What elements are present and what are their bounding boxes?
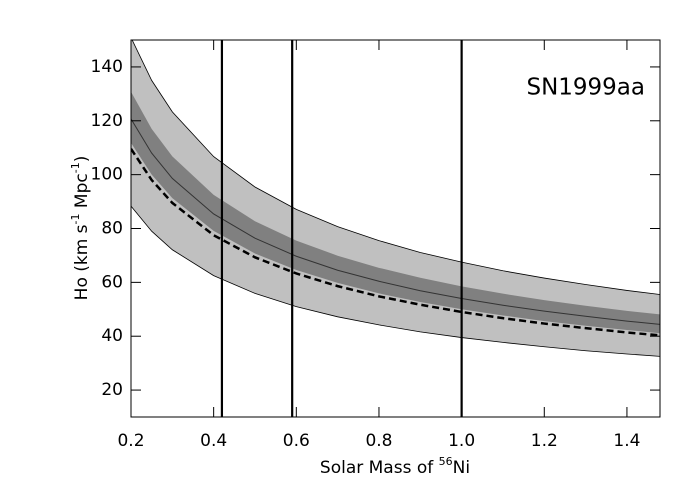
- label-text: Ho (km s: [72, 224, 92, 300]
- y-tick-label: 60: [101, 272, 123, 292]
- y-tick-label: 40: [101, 326, 123, 346]
- label-text: Mpc: [72, 173, 92, 213]
- y-tick-label: 20: [101, 380, 123, 400]
- x-tick-label: 0.8: [365, 431, 392, 451]
- y-axis-label: Ho (km s-1 Mpc-1): [69, 156, 93, 301]
- x-tick-label: 0.2: [117, 431, 144, 451]
- label-text: ): [72, 156, 92, 163]
- x-tick-label: 0.6: [283, 431, 310, 451]
- y-tick-label: 140: [91, 57, 123, 77]
- plot-area: [131, 40, 660, 417]
- annotation: SN1999aa: [526, 75, 645, 101]
- band: [131, 40, 660, 357]
- x-tick-label: 1.2: [531, 431, 558, 451]
- x-tick-label: 0.4: [200, 431, 227, 451]
- label-text: Ni: [453, 458, 470, 478]
- band-upper-edge: [131, 40, 660, 295]
- x-tick-label: 1.0: [448, 431, 475, 451]
- superscript: 56: [439, 455, 453, 468]
- line: [131, 118, 660, 325]
- superscript: -1: [69, 213, 82, 224]
- y-tick-label: 120: [91, 111, 123, 131]
- line: [131, 148, 660, 337]
- x-tick-label: 1.4: [613, 431, 640, 451]
- y-tick-label: 100: [91, 165, 123, 185]
- band-lower-edge: [131, 205, 660, 357]
- x-axis-label: Solar Mass of 56Ni: [320, 455, 470, 479]
- label-text: Solar Mass of: [320, 458, 439, 478]
- superscript: -1: [69, 162, 82, 173]
- y-tick-label: 80: [101, 219, 123, 239]
